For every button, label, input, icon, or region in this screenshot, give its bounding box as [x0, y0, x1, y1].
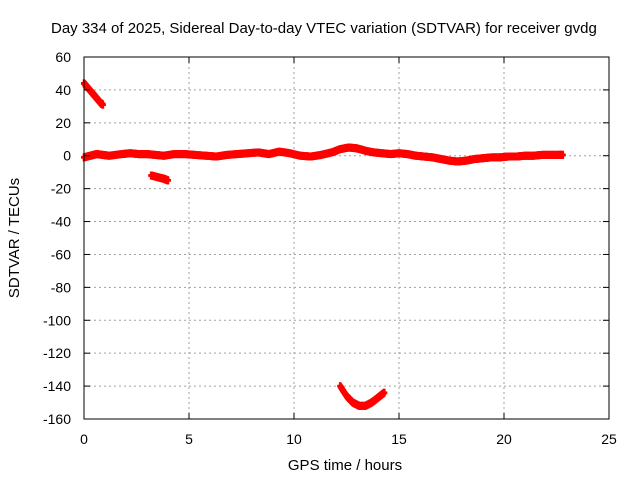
x-axis-label: GPS time / hours	[288, 457, 402, 474]
data-point	[99, 100, 106, 109]
series-segment-deep-dip	[337, 382, 388, 410]
data-points	[81, 79, 566, 410]
y-tick-label: -140	[43, 378, 71, 394]
y-tick-label: 60	[55, 49, 71, 65]
x-tick-label: 0	[80, 431, 88, 447]
data-point	[165, 176, 171, 185]
data-point	[381, 388, 388, 397]
series-segment-short-dip	[148, 171, 171, 185]
x-tick-label: 10	[286, 431, 302, 447]
series-main	[81, 143, 566, 166]
y-tick-label: -20	[51, 181, 71, 197]
series-segment-early-high	[81, 79, 106, 109]
y-tick-label: 0	[63, 148, 71, 164]
y-tick-label: 20	[55, 115, 71, 131]
y-tick-label: -100	[43, 312, 71, 328]
x-tick-label: 5	[185, 431, 193, 447]
y-axis-label: SDTVAR / TECUs	[6, 178, 23, 298]
y-tick-label: -120	[43, 345, 71, 361]
grid-lines	[84, 57, 609, 419]
data-point	[559, 150, 566, 159]
x-tick-label: 25	[601, 431, 617, 447]
y-tick-label: -80	[51, 279, 71, 295]
axis-ticks: 0 5 10 15 20 25 60 40 20 0 -20 -40 -60 -80 -100 -120 -14…	[43, 49, 617, 447]
chart-title: Day 334 of 2025, Sidereal Day-to-day VTE…	[51, 20, 597, 37]
y-tick-label: -60	[51, 246, 71, 262]
x-tick-label: 15	[391, 431, 407, 447]
y-tick-label: -40	[51, 214, 71, 230]
y-tick-label: 40	[55, 82, 71, 98]
y-tick-label: -160	[43, 411, 71, 427]
plot-frame	[83, 56, 610, 420]
x-tick-label: 20	[496, 431, 512, 447]
